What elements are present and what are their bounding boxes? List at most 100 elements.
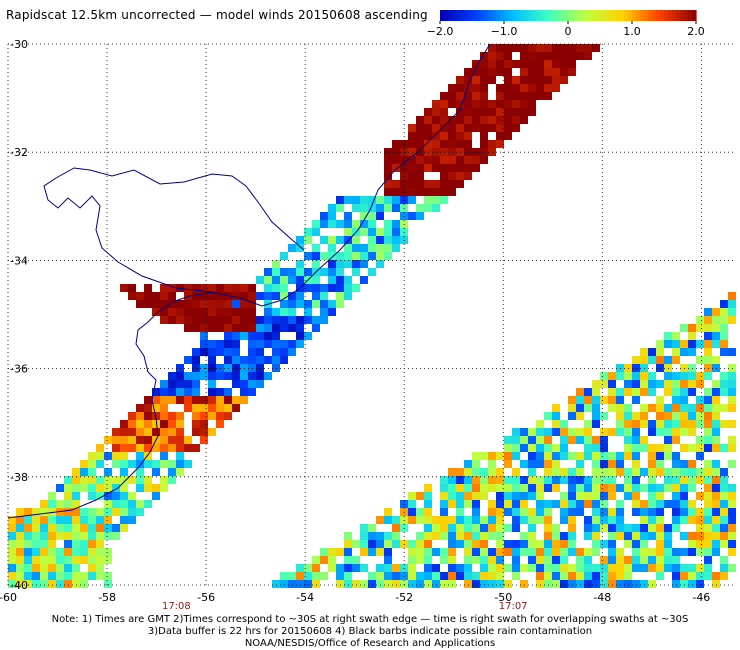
- colorbar-segment: [672, 10, 677, 21]
- wind-cell: [704, 532, 712, 540]
- wind-cell: [352, 268, 360, 276]
- wind-cell: [464, 556, 472, 564]
- wind-cell: [720, 500, 728, 508]
- wind-cell: [424, 580, 432, 588]
- wind-cell: [688, 380, 696, 388]
- wind-cell: [360, 548, 368, 556]
- wind-cell: [176, 316, 184, 324]
- wind-cell: [72, 548, 80, 556]
- wind-cell: [608, 404, 616, 412]
- wind-cell: [320, 236, 328, 244]
- wind-cell: [16, 524, 24, 532]
- wind-cell: [656, 564, 664, 572]
- wind-cell: [584, 452, 592, 460]
- wind-cell: [152, 404, 160, 412]
- wind-cell: [200, 412, 208, 420]
- wind-cell: [408, 572, 416, 580]
- wind-cell: [488, 524, 496, 532]
- wind-cell: [576, 564, 584, 572]
- wind-cell: [392, 188, 400, 196]
- wind-cell: [8, 532, 16, 540]
- wind-cell: [616, 420, 624, 428]
- wind-cell: [312, 580, 320, 588]
- wind-cell: [160, 476, 168, 484]
- wind-cell: [360, 196, 368, 204]
- wind-cell: [96, 564, 104, 572]
- wind-cell: [552, 44, 560, 52]
- wind-cell: [544, 412, 552, 420]
- wind-cell: [96, 508, 104, 516]
- wind-cell: [160, 452, 168, 460]
- wind-cell: [584, 436, 592, 444]
- wind-cell: [720, 476, 728, 484]
- wind-cell: [384, 228, 392, 236]
- wind-cell: [128, 500, 136, 508]
- wind-cell: [528, 524, 536, 532]
- wind-cell: [576, 572, 584, 580]
- wind-cell: [344, 532, 352, 540]
- wind-cell: [544, 500, 552, 508]
- wind-cell: [544, 60, 552, 68]
- wind-cell: [728, 444, 736, 452]
- wind-cell: [56, 524, 64, 532]
- colorbar-segment: [524, 10, 529, 21]
- wind-cell: [656, 340, 664, 348]
- wind-cell: [480, 524, 488, 532]
- wind-cell: [576, 460, 584, 468]
- wind-cell: [88, 564, 96, 572]
- wind-cell: [584, 396, 592, 404]
- wind-cell: [120, 460, 128, 468]
- wind-cell: [80, 516, 88, 524]
- wind-cell: [656, 508, 664, 516]
- wind-cell: [576, 436, 584, 444]
- wind-cell: [648, 372, 656, 380]
- wind-cell: [520, 492, 528, 500]
- wind-cell: [328, 212, 336, 220]
- wind-cell: [128, 476, 136, 484]
- wind-cell: [704, 540, 712, 548]
- wind-cell: [472, 116, 480, 124]
- wind-cell: [728, 372, 736, 380]
- wind-cell: [464, 580, 472, 588]
- wind-cell: [280, 268, 288, 276]
- colorbar-segment: [484, 10, 489, 21]
- wind-cell: [288, 316, 296, 324]
- wind-cell: [712, 460, 720, 468]
- wind-cell: [8, 572, 16, 580]
- wind-cell: [256, 276, 264, 284]
- wind-cell: [192, 372, 200, 380]
- wind-cell: [568, 548, 576, 556]
- wind-cell: [496, 500, 504, 508]
- longitude-tick-label: -48: [593, 591, 611, 604]
- wind-cell: [368, 244, 376, 252]
- wind-cell: [688, 572, 696, 580]
- wind-cell: [464, 116, 472, 124]
- wind-cell: [264, 284, 272, 292]
- wind-cell: [728, 380, 736, 388]
- wind-cell: [568, 484, 576, 492]
- wind-cell: [232, 356, 240, 364]
- wind-cell: [312, 300, 320, 308]
- wind-cell: [120, 452, 128, 460]
- wind-cell: [304, 572, 312, 580]
- wind-cell: [72, 580, 80, 588]
- wind-cell: [464, 92, 472, 100]
- wind-cell: [496, 84, 504, 92]
- wind-cell: [568, 44, 576, 52]
- wind-cell: [632, 548, 640, 556]
- wind-cell: [288, 244, 296, 252]
- wind-cell: [688, 476, 696, 484]
- wind-cell: [704, 508, 712, 516]
- wind-cell: [488, 108, 496, 116]
- wind-cell: [456, 140, 464, 148]
- wind-cell: [200, 308, 208, 316]
- wind-cell: [136, 500, 144, 508]
- wind-cell: [152, 460, 160, 468]
- wind-cell: [64, 484, 72, 492]
- wind-cell: [200, 428, 208, 436]
- wind-cell: [88, 476, 96, 484]
- wind-cell: [72, 532, 80, 540]
- wind-cell: [552, 500, 560, 508]
- wind-cell: [624, 420, 632, 428]
- wind-cell: [648, 356, 656, 364]
